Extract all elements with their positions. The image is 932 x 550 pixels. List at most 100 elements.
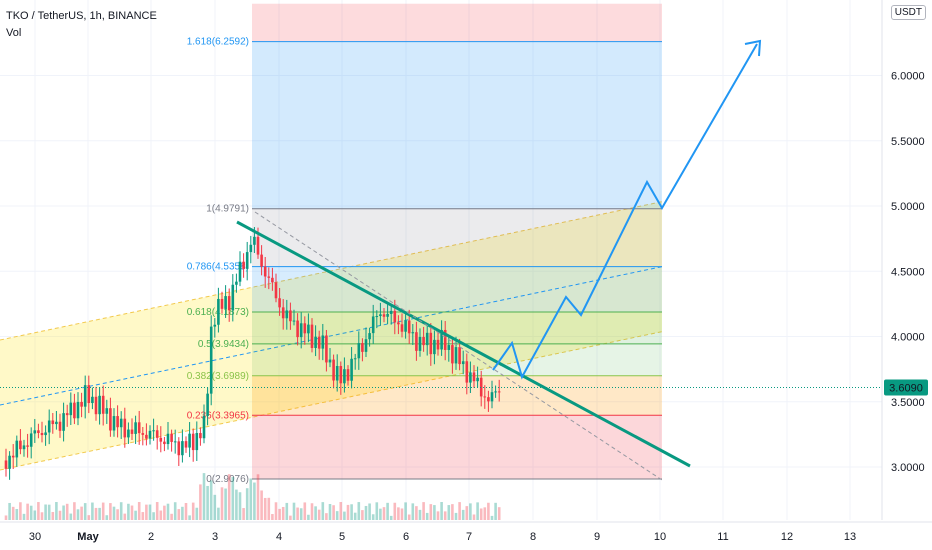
- candle-body: [37, 430, 40, 433]
- volume-bar: [379, 508, 382, 520]
- candle-body: [425, 332, 429, 346]
- volume-bar: [33, 510, 37, 520]
- candle-body: [137, 422, 141, 434]
- candle-body: [231, 284, 235, 311]
- volume-bar: [422, 502, 425, 520]
- candle-body: [188, 433, 191, 448]
- candle-body: [76, 401, 80, 419]
- volume-bar: [15, 509, 19, 520]
- candle-body: [141, 433, 145, 435]
- volume-bar: [307, 514, 310, 520]
- volume-bar: [465, 506, 469, 520]
- price-tick-label: 3.0000: [891, 462, 925, 474]
- candle-body: [278, 298, 281, 308]
- candle-body: [357, 343, 361, 359]
- candle-body: [29, 433, 33, 447]
- volume-bar: [371, 514, 375, 520]
- candle-body: [11, 455, 15, 458]
- candle-body: [47, 420, 51, 433]
- projection-arrowhead: [744, 39, 762, 57]
- candle-body: [177, 441, 181, 456]
- volume-bar: [19, 502, 22, 520]
- volume-bar: [458, 502, 461, 520]
- candle-body: [389, 310, 393, 314]
- volume-bar: [148, 504, 152, 520]
- candle-body: [364, 339, 368, 352]
- volume-bar: [224, 488, 227, 520]
- volume-bar: [299, 508, 303, 520]
- volume-bar: [382, 507, 386, 520]
- fib-level-label: 1.618(6.2592): [187, 37, 249, 48]
- candle-body: [166, 433, 170, 445]
- candle-body: [249, 244, 253, 253]
- candle-body: [209, 326, 213, 394]
- volume-bar: [112, 506, 116, 520]
- fib-level-label: 0(2.9076): [206, 474, 249, 485]
- price-tick-label: 4.0000: [891, 332, 925, 344]
- volume-bar: [127, 503, 130, 520]
- currency-button[interactable]: USDT: [890, 5, 926, 20]
- candle-body: [224, 296, 227, 309]
- candle-body: [440, 329, 443, 350]
- fib-zone: [252, 375, 662, 416]
- candle-body: [69, 402, 73, 416]
- candle-body: [253, 236, 256, 245]
- volume-bar: [213, 494, 217, 520]
- volume-bar: [343, 511, 346, 520]
- volume-bar: [375, 502, 379, 520]
- candle-body: [281, 307, 285, 319]
- candle-body: [256, 236, 260, 255]
- candle-body: [454, 347, 458, 364]
- candle-body: [202, 415, 206, 439]
- volume-bar: [44, 504, 47, 520]
- time-tick-label: 11: [717, 531, 728, 543]
- volume-bar: [145, 504, 148, 520]
- volume-bar: [152, 512, 155, 520]
- volume-bar: [94, 507, 98, 520]
- candle-body: [94, 396, 98, 415]
- volume-bar: [476, 502, 479, 520]
- volume-bar: [454, 512, 458, 520]
- volume-bar: [166, 503, 170, 520]
- candle-body: [55, 421, 58, 425]
- dashed-trendline: [254, 211, 663, 481]
- volume-label: Vol: [6, 27, 22, 39]
- time-tick-label: 10: [654, 531, 666, 543]
- time-tick-label: 2: [148, 531, 154, 543]
- candle-body: [472, 372, 476, 382]
- volume-bar: [76, 509, 80, 520]
- volume-bar: [109, 503, 112, 520]
- volume-bar: [278, 508, 281, 520]
- projection-path: [492, 39, 762, 380]
- candle-body: [245, 252, 249, 269]
- volume-bar: [253, 482, 256, 520]
- volume-bar: [22, 513, 26, 520]
- candle-body: [469, 372, 472, 383]
- volume-bar: [472, 514, 476, 520]
- candle-body: [58, 421, 62, 431]
- candle-body: [127, 429, 130, 438]
- channel-lower: [0, 331, 663, 471]
- candle-body: [271, 277, 274, 283]
- candle-body: [195, 433, 199, 451]
- fib-zone: [252, 266, 662, 313]
- volume-bar: [469, 503, 472, 520]
- chart-title: TKO / TetherUS, 1h, BINANCE: [6, 10, 157, 22]
- candle-body: [181, 441, 184, 456]
- volume-bar: [393, 502, 397, 520]
- volume-bar: [479, 508, 483, 520]
- volume-bar: [353, 512, 357, 520]
- price-tick-label: 5.5000: [891, 136, 925, 148]
- candle-body: [51, 420, 55, 425]
- candle-body: [418, 336, 422, 351]
- candle-body: [361, 343, 364, 352]
- volume-bar: [134, 510, 137, 520]
- candle-body: [134, 422, 137, 434]
- volume-bar: [188, 515, 191, 520]
- volume-bar: [400, 508, 404, 520]
- volume-bar: [494, 502, 497, 520]
- fib-level-label: 0.236(3.3965): [187, 410, 249, 421]
- price-axis: 6.0000 5.5000 5.0000 4.5000 4.0000 3.5000 3.00…: [0, 0, 928, 520]
- candle-body: [483, 396, 487, 398]
